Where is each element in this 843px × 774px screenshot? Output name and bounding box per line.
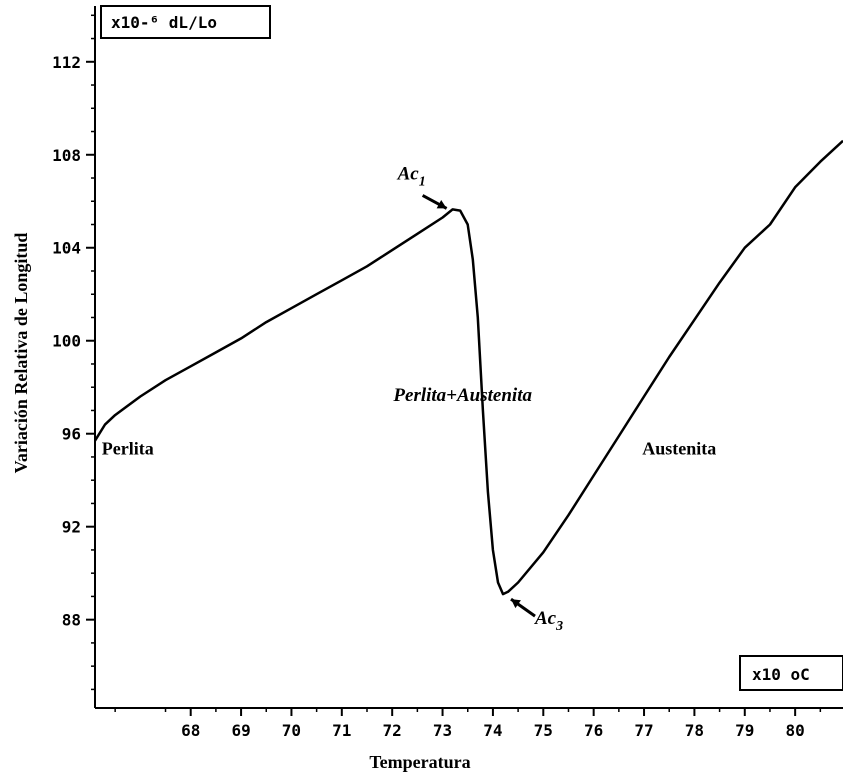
y-tick-label: 100 <box>52 332 81 351</box>
x-tick-label: 68 <box>181 721 200 740</box>
x-tick-label: 79 <box>735 721 754 740</box>
annotation-label: Ac1 <box>397 163 426 189</box>
series-line <box>93 139 843 596</box>
x-tick-label: 76 <box>584 721 603 740</box>
y-unit-box <box>100 5 271 39</box>
x-tick-label: 72 <box>383 721 402 740</box>
region-label: Perlita+Austenita <box>392 385 532 406</box>
x-tick-label: 71 <box>332 721 351 740</box>
x-unit-label: x10 oC <box>752 665 810 684</box>
x-tick-label: 75 <box>534 721 553 740</box>
region-label: Austenita <box>642 439 716 459</box>
annotation-arrowhead <box>511 599 521 609</box>
y-tick-label: 92 <box>62 518 81 537</box>
x-tick-label: 77 <box>634 721 653 740</box>
y-tick-label: 108 <box>52 146 81 165</box>
y-unit-label: x10-⁶ dL/Lo <box>111 13 217 32</box>
annotation-label: Ac3 <box>534 608 563 634</box>
y-tick-label: 96 <box>62 425 81 444</box>
y-axis: 88 92 96 100 104 108 112 <box>52 6 96 708</box>
x-tick-label: 80 <box>786 721 805 740</box>
region-label: Perlita <box>102 439 154 459</box>
x-unit-box <box>739 655 843 691</box>
y-axis-title: Variación Relativa de Longitud <box>11 233 31 474</box>
x-tick-label: 78 <box>685 721 704 740</box>
x-tick-label: 69 <box>231 721 250 740</box>
y-tick-label: 88 <box>62 611 81 630</box>
y-tick-label: 112 <box>52 53 81 72</box>
x-tick-label: 74 <box>483 721 502 740</box>
x-axis: 68 69 70 71 72 73 74 75 76 77 78 79 80 <box>95 707 843 740</box>
y-tick-label: 104 <box>52 239 81 258</box>
x-axis-title: Temperatura <box>369 752 470 772</box>
annotation-arrowhead <box>436 199 447 209</box>
x-tick-label: 70 <box>282 721 301 740</box>
x-tick-label: 73 <box>433 721 452 740</box>
region-labels: Perlita Perlita+Austenita Austenita <box>102 385 717 458</box>
